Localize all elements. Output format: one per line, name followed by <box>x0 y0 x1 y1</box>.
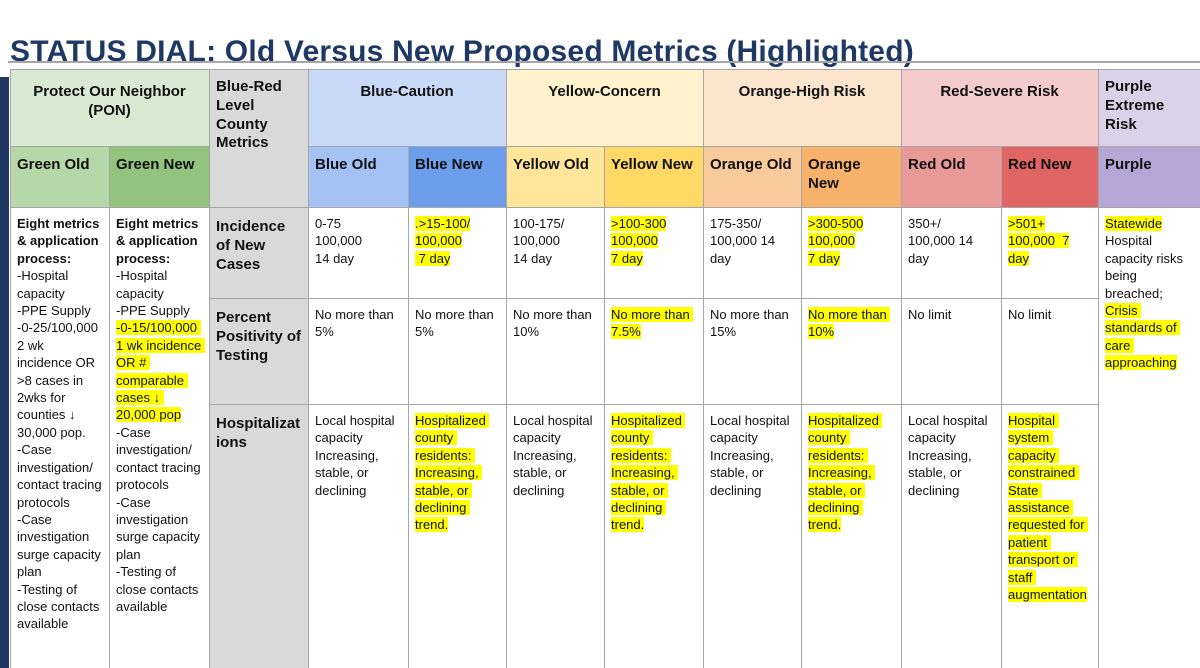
cell-hospitalizations-yellow-old: Local hospital capacity Increasing, stab… <box>506 404 606 668</box>
cell-incidence-yellow-new: >100-300 100,000 7 day <box>604 207 705 299</box>
cell-positivity-yellow-old: No more than 10% <box>506 298 606 405</box>
subheader-yellow-new: Yellow New <box>604 146 705 208</box>
cell-hospitalizations-orange-new: Hospitalized county residents: Increasin… <box>801 404 903 668</box>
cell-positivity-orange-new: No more than 10% <box>801 298 903 405</box>
status-dial-table-container: Protect Our Neighbor (PON) Blue-Red Leve… <box>10 69 1200 668</box>
title-divider-line <box>8 61 1200 63</box>
group-header-purple-extreme-risk: Purple Extreme Risk <box>1098 69 1200 147</box>
cell-incidence-red-new: >501+ 100,000 7 day <box>1001 207 1100 299</box>
cell-pon-green-old: Eight metrics & application process: -Ho… <box>10 207 110 668</box>
subheader-orange-new: Orange New <box>801 146 903 208</box>
row-label-percent-positivity: Percent Positivity of Testing <box>209 298 309 405</box>
cell-positivity-red-old: No limit <box>901 298 1003 405</box>
row-label-incidence-of-new-cases: Incidence of New Cases <box>209 207 309 299</box>
cell-incidence-orange-old: 175-350/ 100,000 14 day <box>703 207 803 299</box>
cell-purple-extreme-risk: Statewide Hospital capacity risks being … <box>1098 207 1200 668</box>
cell-positivity-red-new: No limit <box>1001 298 1100 405</box>
subheader-yellow-old: Yellow Old <box>506 146 606 208</box>
subheader-green-old: Green Old <box>10 146 110 208</box>
page-title: STATUS DIAL: Old Versus New Proposed Met… <box>10 35 914 69</box>
group-header-blue-caution: Blue-Caution <box>307 69 508 147</box>
cell-incidence-red-old: 350+/ 100,000 14 day <box>901 207 1003 299</box>
group-header-red-severe-risk: Red-Severe Risk <box>901 69 1100 147</box>
cell-hospitalizations-blue-old: Local hospital capacity Increasing, stab… <box>308 404 409 668</box>
subheader-purple: Purple <box>1098 146 1200 208</box>
row-label-hospitalizations: Hospitalizations <box>209 404 309 668</box>
cell-incidence-blue-new: .>15-100/ 100,000 7 day <box>407 207 508 299</box>
cell-hospitalizations-yellow-new: Hospitalized county residents: Increasin… <box>604 404 705 668</box>
cell-pon-green-new: Eight metrics & application process: -Ho… <box>109 207 210 668</box>
cell-positivity-orange-old: No more than 15% <box>703 298 803 405</box>
subheader-red-old: Red Old <box>901 146 1003 208</box>
status-dial-table: Protect Our Neighbor (PON) Blue-Red Leve… <box>10 69 1200 668</box>
cell-hospitalizations-red-new: Hospital system capacity constrained Sta… <box>1001 404 1100 668</box>
cell-hospitalizations-blue-new: Hospitalized county residents: Increasin… <box>407 404 508 668</box>
subheader-orange-old: Orange Old <box>703 146 803 208</box>
group-header-yellow-concern: Yellow-Concern <box>506 69 705 147</box>
cell-positivity-yellow-new: No more than 7.5% <box>604 298 705 405</box>
cell-hospitalizations-orange-old: Local hospital capacity Increasing, stab… <box>703 404 803 668</box>
cell-incidence-orange-new: >300-500 100,000 7 day <box>801 207 903 299</box>
group-header-orange-high-risk: Orange-High Risk <box>703 69 903 147</box>
left-accent-bar <box>0 77 9 668</box>
subheader-blue-old: Blue Old <box>308 146 409 208</box>
cell-hospitalizations-red-old: Local hospital capacity Increasing, stab… <box>901 404 1003 668</box>
cell-incidence-blue-old: 0-75 100,000 14 day <box>308 207 409 299</box>
cell-incidence-yellow-old: 100-175/ 100,000 14 day <box>506 207 606 299</box>
subheader-green-new: Green New <box>109 146 210 208</box>
subheader-blue-new: Blue New <box>407 146 508 208</box>
cell-positivity-blue-new: No more than 5% <box>407 298 508 405</box>
subheader-red-new: Red New <box>1001 146 1100 208</box>
group-header-blue-red-level-county-metrics: Blue-Red Level County Metrics <box>209 69 309 208</box>
cell-positivity-blue-old: No more than 5% <box>308 298 409 405</box>
group-header-pon: Protect Our Neighbor (PON) <box>10 69 210 147</box>
